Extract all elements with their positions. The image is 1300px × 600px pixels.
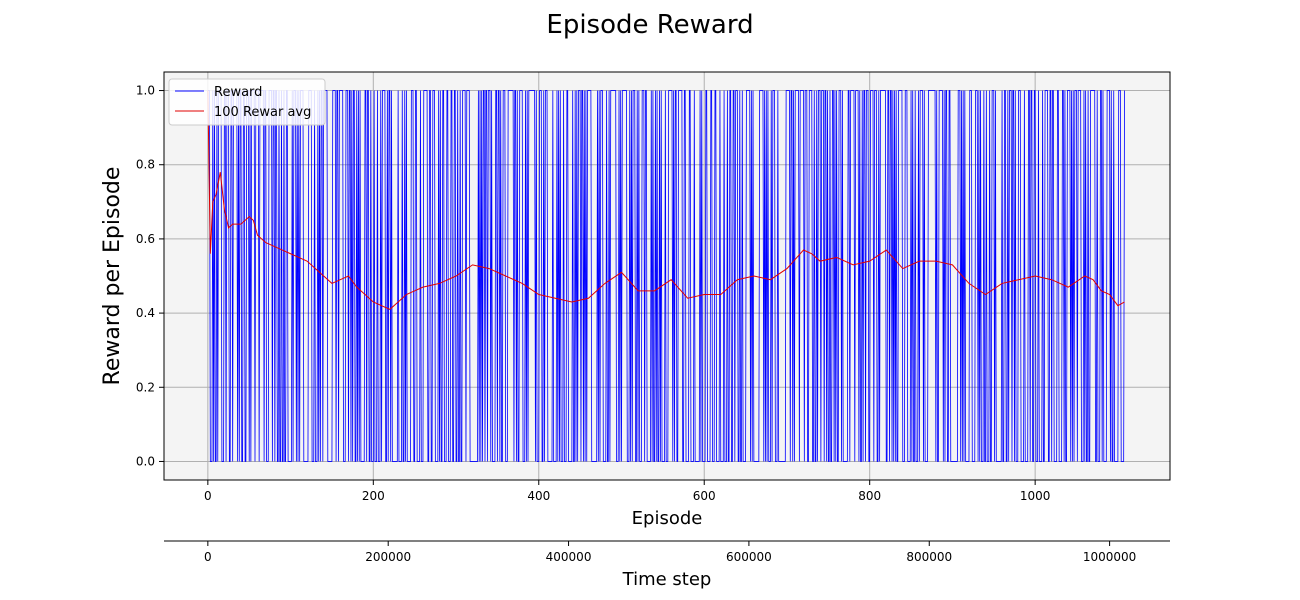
legend-reward-label: Reward [214, 85, 262, 100]
secondary-x-tick-label: 400000 [546, 550, 592, 564]
chart-title: Episode Reward [546, 10, 753, 40]
reward-series-line [207, 90, 1125, 462]
secondary-x-tick-label: 200000 [365, 550, 411, 564]
plot-frame [163, 71, 1171, 481]
secondary-x-axis-ticks: 0 200000 400000 600000 800000 1000000 [204, 541, 1136, 564]
y-tick-label: 0.4 [136, 306, 155, 320]
x-tick-label: 400 [527, 489, 550, 503]
legend-avg-label: 100 Rewar avg [214, 105, 311, 120]
secondary-x-tick-label: 800000 [906, 550, 952, 564]
x-tick-label: 600 [693, 489, 716, 503]
y-tick-label: 0.0 [136, 454, 155, 468]
reward-series [207, 90, 1125, 462]
x-tick-label: 200 [362, 489, 385, 503]
secondary-x-tick-label: 0 [204, 550, 212, 564]
secondary-x-axis-label: Time step [622, 569, 712, 590]
y-tick-label: 0.8 [136, 158, 155, 172]
legend: Reward 100 Rewar avg [168, 78, 326, 126]
x-axis-label: Episode [632, 508, 703, 529]
y-tick-label: 1.0 [136, 84, 155, 98]
y-axis-label: Reward per Episode [100, 167, 125, 386]
x-axis-ticks: 0 200 400 600 800 1000 [204, 480, 1050, 503]
legend-box [168, 78, 326, 126]
y-tick-label: 0.2 [136, 380, 155, 394]
y-tick-label: 0.6 [136, 232, 155, 246]
x-tick-label: 800 [858, 489, 881, 503]
x-tick-label: 0 [204, 489, 212, 503]
avg-series-line [207, 90, 1125, 310]
secondary-x-tick-label: 1000000 [1083, 550, 1136, 564]
x-tick-label: 1000 [1020, 489, 1051, 503]
secondary-x-tick-label: 600000 [726, 550, 772, 564]
y-axis-ticks: 0.0 0.2 0.4 0.6 0.8 1.0 [136, 84, 164, 468]
